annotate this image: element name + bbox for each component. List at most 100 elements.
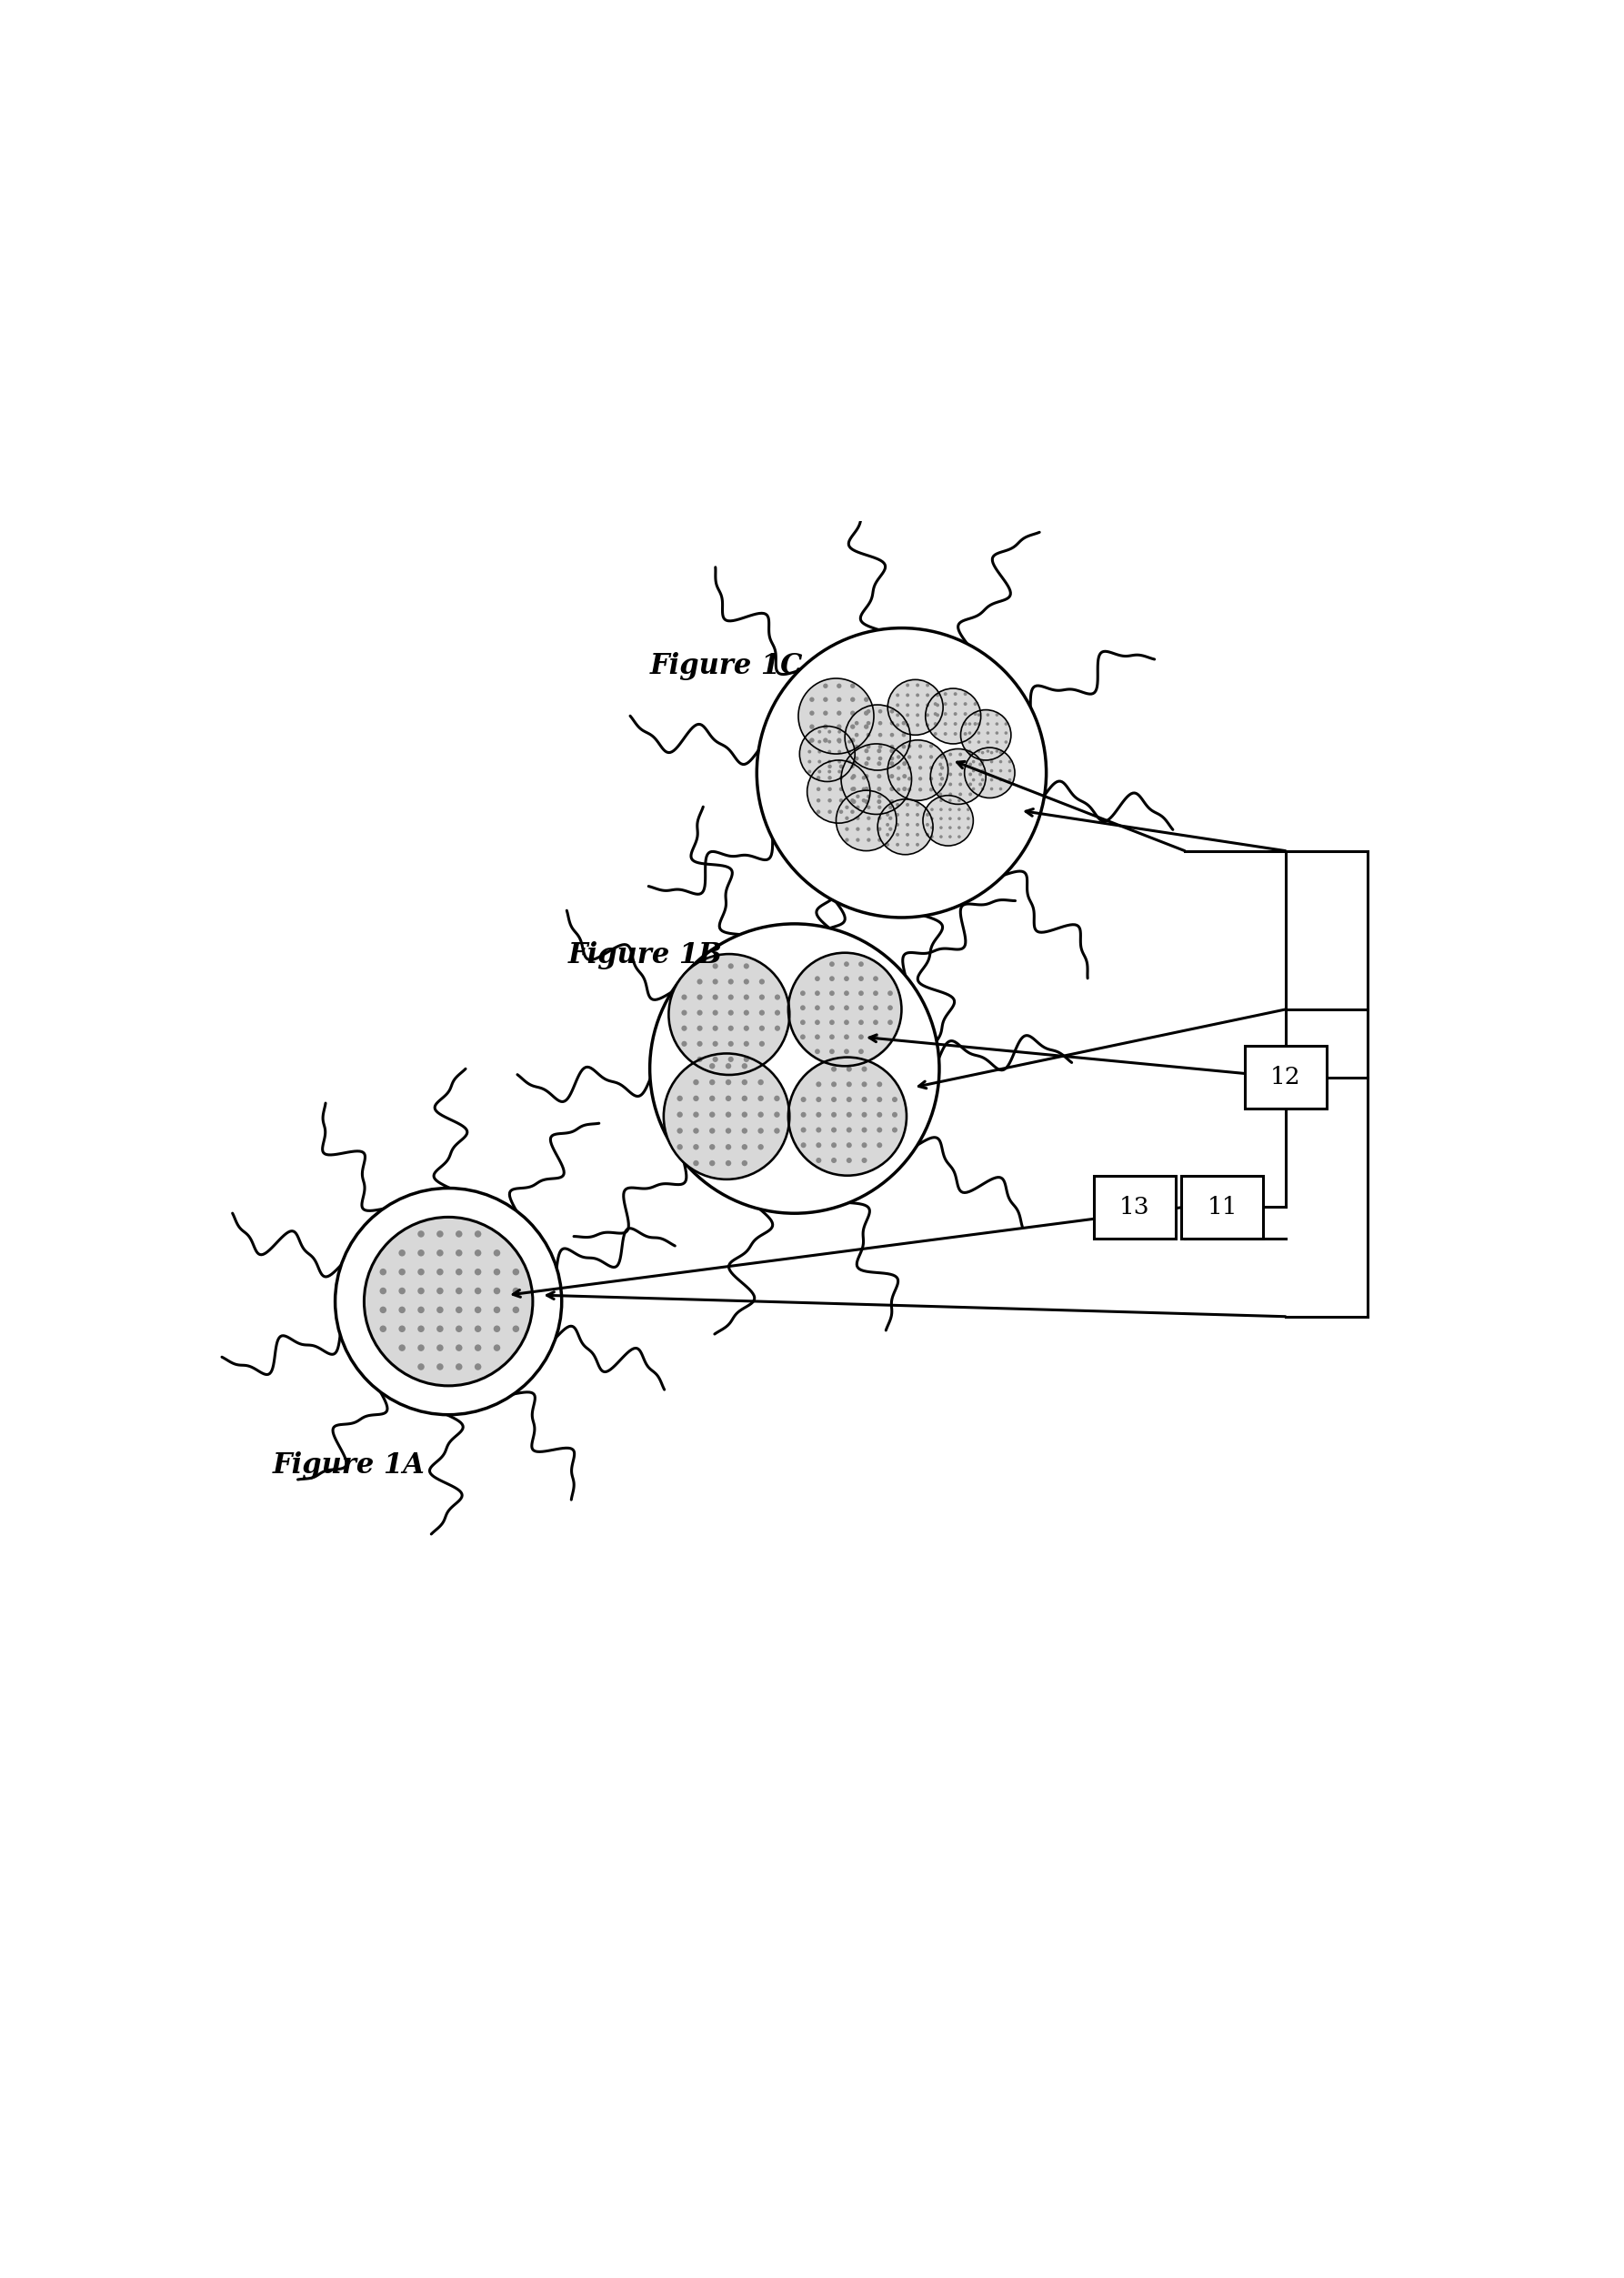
Circle shape (929, 788, 934, 790)
Circle shape (888, 816, 893, 820)
Circle shape (474, 1326, 481, 1333)
Circle shape (867, 827, 870, 831)
Circle shape (971, 770, 974, 772)
Circle shape (906, 834, 909, 836)
Circle shape (877, 800, 882, 804)
Circle shape (973, 702, 978, 706)
Circle shape (851, 765, 854, 768)
Circle shape (697, 1057, 703, 1062)
Circle shape (944, 722, 947, 727)
Circle shape (831, 1112, 836, 1118)
Circle shape (935, 693, 939, 697)
Circle shape (836, 711, 841, 715)
Circle shape (742, 1144, 747, 1150)
Circle shape (862, 1141, 867, 1148)
Circle shape (922, 795, 973, 845)
Circle shape (879, 745, 882, 749)
Circle shape (838, 749, 841, 754)
Circle shape (981, 779, 984, 781)
Circle shape (758, 1009, 765, 1016)
Circle shape (682, 995, 687, 1000)
Circle shape (828, 749, 831, 754)
Circle shape (830, 961, 835, 966)
Circle shape (999, 761, 1002, 763)
Circle shape (713, 1025, 718, 1032)
Circle shape (966, 809, 970, 811)
Circle shape (963, 722, 968, 727)
Circle shape (650, 925, 939, 1214)
Circle shape (728, 964, 734, 968)
Circle shape (991, 788, 994, 790)
Circle shape (877, 800, 932, 854)
Circle shape (862, 797, 866, 802)
Circle shape (906, 843, 909, 847)
Circle shape (963, 693, 968, 695)
Circle shape (874, 1034, 879, 1039)
Circle shape (831, 1066, 836, 1073)
Circle shape (710, 1144, 715, 1150)
Circle shape (417, 1251, 424, 1257)
Circle shape (758, 1080, 763, 1084)
Circle shape (931, 749, 986, 804)
Circle shape (809, 724, 814, 729)
Circle shape (513, 1287, 520, 1294)
Circle shape (896, 777, 901, 781)
Circle shape (851, 777, 854, 779)
Circle shape (856, 827, 859, 831)
Circle shape (877, 1141, 882, 1148)
Circle shape (874, 1021, 879, 1025)
Circle shape (934, 731, 937, 736)
Circle shape (775, 1025, 780, 1032)
Circle shape (474, 1251, 481, 1257)
Circle shape (862, 1066, 867, 1073)
Circle shape (474, 1269, 481, 1276)
Circle shape (851, 786, 856, 790)
Circle shape (846, 1157, 853, 1164)
Circle shape (940, 777, 944, 781)
Circle shape (906, 722, 909, 727)
Circle shape (926, 688, 981, 745)
Circle shape (828, 777, 831, 779)
Circle shape (437, 1269, 443, 1276)
Circle shape (807, 770, 812, 775)
Circle shape (758, 995, 765, 1000)
Circle shape (744, 980, 749, 984)
Circle shape (888, 1021, 893, 1025)
Circle shape (828, 761, 831, 763)
Circle shape (788, 952, 901, 1066)
Circle shape (398, 1308, 406, 1314)
Circle shape (335, 1189, 562, 1415)
Circle shape (710, 1096, 715, 1100)
Circle shape (1009, 779, 1012, 781)
Circle shape (953, 693, 957, 695)
Circle shape (859, 991, 864, 995)
Circle shape (710, 1160, 715, 1166)
Text: 13: 13 (1119, 1196, 1150, 1219)
Circle shape (996, 713, 999, 718)
Circle shape (979, 772, 983, 777)
Text: Figure 1A: Figure 1A (273, 1451, 425, 1478)
Circle shape (908, 777, 911, 781)
Circle shape (1004, 722, 1007, 727)
Circle shape (877, 827, 882, 831)
Circle shape (844, 806, 849, 809)
Circle shape (836, 790, 896, 850)
Circle shape (818, 761, 822, 763)
Circle shape (958, 827, 961, 829)
Circle shape (864, 749, 869, 754)
Circle shape (380, 1287, 387, 1294)
Circle shape (851, 711, 856, 715)
Circle shape (437, 1362, 443, 1369)
Circle shape (818, 729, 822, 734)
Circle shape (437, 1230, 443, 1237)
Circle shape (859, 1034, 864, 1039)
Circle shape (851, 800, 856, 804)
Circle shape (828, 729, 831, 734)
Circle shape (417, 1362, 424, 1369)
Circle shape (926, 822, 929, 827)
Circle shape (815, 1082, 822, 1087)
Circle shape (963, 731, 968, 736)
Circle shape (958, 793, 961, 795)
Circle shape (888, 827, 893, 831)
Circle shape (1004, 740, 1007, 743)
